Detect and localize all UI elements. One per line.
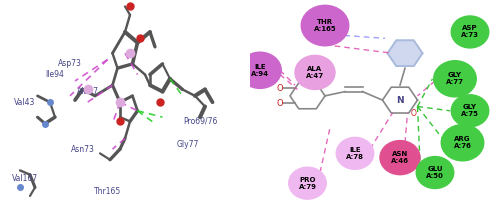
Text: GLU
A:50: GLU A:50 [426, 166, 444, 179]
Text: Val167: Val167 [12, 174, 38, 183]
Text: O: O [276, 84, 283, 93]
Text: PRO
A:79: PRO A:79 [298, 177, 316, 190]
Circle shape [301, 5, 349, 46]
Text: ILE
A:78: ILE A:78 [346, 147, 364, 160]
Circle shape [239, 52, 281, 88]
Text: Asn73: Asn73 [70, 145, 94, 154]
Polygon shape [388, 40, 422, 66]
Text: THR
A:165: THR A:165 [314, 19, 336, 32]
Text: Val43: Val43 [14, 98, 36, 107]
Circle shape [336, 137, 374, 169]
Circle shape [380, 141, 420, 175]
Circle shape [451, 95, 489, 127]
Text: ASN
A:46: ASN A:46 [391, 151, 409, 164]
Text: ASP
A:73: ASP A:73 [461, 25, 479, 39]
Text: Pro69/76: Pro69/76 [183, 117, 217, 126]
Circle shape [416, 157, 454, 189]
Text: ILE
A:94: ILE A:94 [251, 64, 269, 77]
Text: Ile94: Ile94 [46, 70, 64, 79]
Text: N: N [396, 96, 404, 105]
Text: ARG
A:76: ARG A:76 [454, 136, 471, 149]
Text: ALA
A:47: ALA A:47 [306, 66, 324, 79]
Text: O: O [411, 109, 417, 118]
Text: Thr165: Thr165 [94, 187, 121, 196]
Text: O: O [276, 99, 283, 108]
Circle shape [434, 61, 476, 97]
Circle shape [451, 16, 489, 48]
Text: Gly77: Gly77 [176, 140, 199, 149]
Text: Asp73: Asp73 [58, 59, 82, 68]
Text: GLY
A:75: GLY A:75 [461, 104, 479, 117]
Text: Ala47: Ala47 [76, 87, 98, 96]
Circle shape [289, 167, 326, 199]
Text: GLY
A:77: GLY A:77 [446, 72, 464, 85]
Circle shape [442, 125, 484, 161]
Circle shape [295, 55, 335, 89]
